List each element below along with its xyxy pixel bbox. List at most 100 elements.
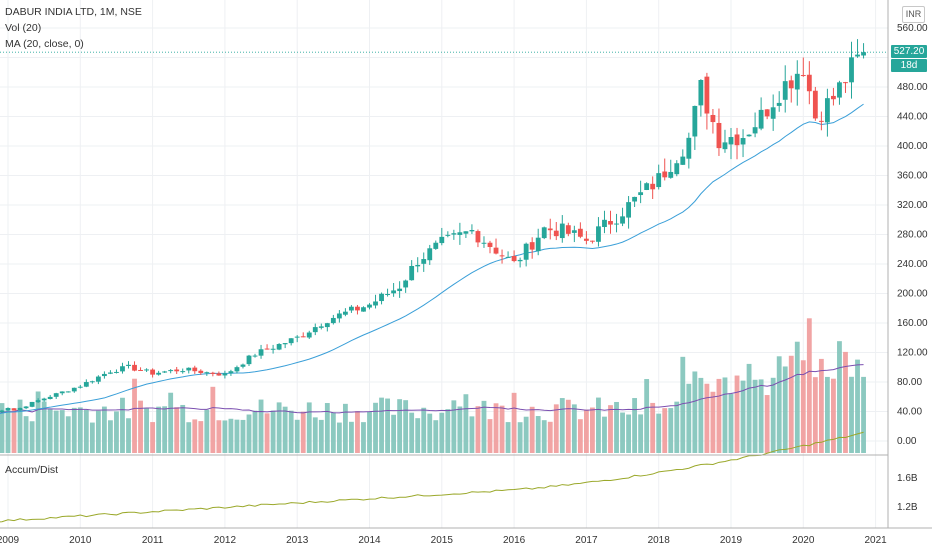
volume-bar	[391, 414, 397, 453]
candle	[499, 255, 505, 257]
candle	[312, 327, 318, 333]
candle	[53, 393, 59, 397]
candle	[855, 54, 860, 57]
candle	[481, 242, 487, 244]
volume-bar	[216, 420, 222, 453]
candle	[228, 371, 234, 374]
candle	[210, 372, 216, 374]
candle	[831, 95, 836, 100]
candle	[270, 348, 276, 350]
candle	[849, 57, 854, 83]
volume-bar	[662, 408, 668, 453]
candle	[740, 138, 746, 145]
candle	[264, 348, 270, 350]
volume-bar	[83, 409, 89, 453]
volume-bar	[758, 379, 764, 453]
volume-bar	[499, 405, 505, 453]
candle	[626, 202, 631, 218]
volume-bar	[367, 411, 372, 453]
volume-bar	[511, 392, 517, 453]
candle	[439, 236, 445, 244]
volume-bar	[300, 411, 306, 453]
volume-bar	[288, 410, 294, 453]
volume-bar	[379, 397, 384, 453]
candle	[180, 371, 186, 373]
volume-bar	[240, 419, 246, 453]
volume-ma-line	[0, 364, 864, 415]
volume-bar	[451, 400, 457, 453]
volume-bar	[403, 400, 409, 453]
volume-bar	[144, 407, 149, 453]
volume-bar	[258, 399, 264, 453]
candle	[668, 171, 674, 178]
price-tick-label: 160.00	[897, 318, 928, 329]
volume-bar	[523, 416, 529, 453]
candle	[342, 311, 348, 315]
candle	[144, 369, 149, 371]
candle	[758, 109, 764, 129]
volume-bar	[282, 406, 288, 453]
volume-bar	[330, 412, 336, 453]
candle	[662, 171, 668, 178]
candle	[95, 376, 101, 382]
candle	[41, 398, 47, 401]
currency-badge[interactable]: INR	[902, 6, 925, 23]
volume-bar	[65, 416, 71, 453]
time-axis[interactable]: 2009 2010 2011 2012 2013 2014 2015 2016 2017 2018…	[0, 535, 887, 546]
candle	[114, 371, 119, 373]
time-tick-label: 2014	[358, 535, 381, 546]
time-tick-label: 2016	[503, 535, 526, 546]
volume-bar	[764, 395, 770, 453]
candle	[258, 349, 264, 356]
price-tick-label: 440.00	[897, 112, 928, 123]
candle	[505, 256, 511, 258]
time-tick-label: 2018	[648, 535, 671, 546]
candle	[349, 306, 354, 311]
volume-bar	[849, 376, 854, 453]
candle	[89, 381, 95, 383]
candle	[511, 256, 517, 262]
accum-dist-legend: Accum/Dist	[5, 464, 59, 476]
candle	[0, 410, 5, 413]
volume-bar	[421, 407, 427, 453]
volume-bar	[312, 417, 318, 453]
candle	[590, 240, 595, 242]
volume-bar	[264, 413, 270, 453]
candle	[5, 407, 11, 411]
candle	[535, 237, 541, 252]
candle	[788, 80, 794, 89]
time-tick-label: 2013	[286, 535, 309, 546]
candle	[487, 242, 493, 247]
candle	[608, 221, 613, 225]
candle	[252, 355, 258, 357]
volume-bar	[553, 404, 559, 453]
volume-bar	[692, 371, 698, 453]
volume-bar	[397, 399, 403, 453]
volume-bar	[0, 403, 5, 453]
candle	[324, 323, 330, 328]
volume-bar	[355, 411, 360, 453]
price-ma-line	[0, 103, 864, 414]
volume-bar	[794, 341, 800, 453]
candle	[288, 338, 294, 344]
volume-bar	[487, 419, 493, 453]
candle	[355, 306, 360, 311]
candle	[17, 407, 23, 411]
volume-bar	[620, 412, 625, 453]
candle	[126, 364, 131, 366]
volume-bar	[47, 408, 53, 453]
price-axis[interactable]: 560.00 480.00 440.00 400.00 360.00 320.00 280.…	[897, 23, 928, 447]
volume-bar	[559, 398, 565, 453]
volume-bar	[324, 403, 330, 453]
volume-bar	[650, 402, 656, 453]
volume-bar	[644, 379, 650, 453]
volume-bar	[728, 393, 734, 453]
time-tick-label: 2009	[0, 535, 20, 546]
time-tick-label: 2017	[575, 535, 598, 546]
time-tick-label: 2015	[431, 535, 454, 546]
volume-bar	[740, 380, 746, 453]
candle	[367, 304, 372, 308]
candle	[246, 355, 252, 365]
candle	[216, 373, 222, 376]
